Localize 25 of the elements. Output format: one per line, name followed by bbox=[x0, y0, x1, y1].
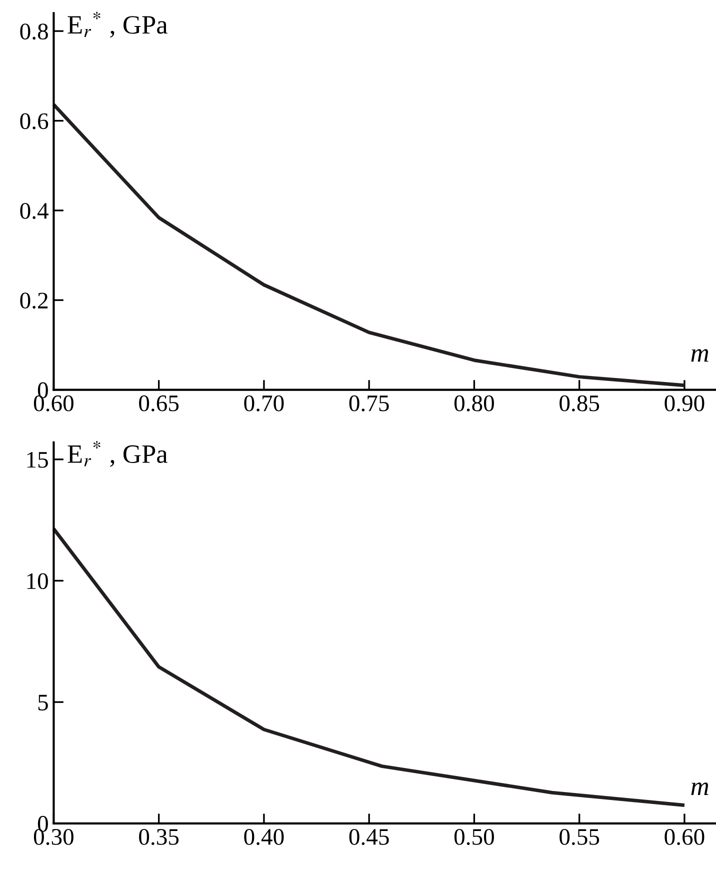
x-tick-label: 0.50 bbox=[454, 828, 494, 846]
y-tick-label: 0.4 bbox=[20, 202, 48, 219]
x-tick-label: 0.85 bbox=[560, 395, 600, 412]
x-tick-label: 0.45 bbox=[349, 828, 389, 846]
x-tick-label: 0.90 bbox=[664, 395, 704, 412]
y-tick-label: 0.6 bbox=[20, 113, 48, 130]
line-series bbox=[52, 527, 686, 807]
y-tick-label: 10 bbox=[27, 573, 48, 590]
y-tick-label: 0.8 bbox=[20, 24, 48, 40]
y-tick-label: 5 bbox=[38, 694, 48, 711]
x-tick-label: 0.55 bbox=[560, 828, 600, 846]
x-tick-label: 0.70 bbox=[244, 395, 284, 412]
y-tick-label: 0.2 bbox=[20, 292, 48, 309]
x-tick-label: 0.75 bbox=[349, 395, 389, 412]
y-axis-title: E$_{r}$$^{*}$ , GPa bbox=[68, 12, 168, 38]
line-series bbox=[52, 102, 686, 388]
x-axis-title: m bbox=[691, 349, 708, 362]
y-tick-label: 15 bbox=[27, 452, 48, 468]
x-tick-label: 0.35 bbox=[139, 828, 179, 846]
y-axis-title: E$_{r}$$^{*}$ , GPa bbox=[68, 440, 168, 467]
x-axis-title: m bbox=[691, 782, 708, 795]
x-tick-label: 0.60 bbox=[664, 828, 704, 846]
x-tick-label: 0.80 bbox=[454, 395, 494, 412]
x-tick-label: 0.40 bbox=[244, 828, 284, 846]
x-tick-label: 0.65 bbox=[139, 395, 179, 412]
